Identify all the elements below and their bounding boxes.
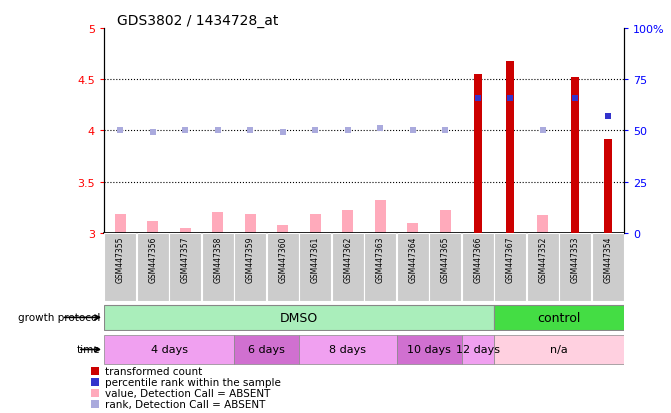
Text: n/a: n/a	[550, 344, 568, 355]
Text: DMSO: DMSO	[280, 311, 318, 324]
Bar	[267, 233, 299, 301]
Text: GSM447358: GSM447358	[213, 236, 222, 282]
Text: GSM447357: GSM447357	[180, 236, 190, 282]
Text: GDS3802 / 1434728_at: GDS3802 / 1434728_at	[117, 14, 278, 28]
Bar	[234, 335, 299, 364]
Text: 10 days: 10 days	[407, 344, 451, 355]
Text: GSM447366: GSM447366	[473, 236, 482, 282]
Bar	[592, 233, 624, 301]
Text: 6 days: 6 days	[248, 344, 285, 355]
Text: GSM447363: GSM447363	[376, 236, 384, 282]
Bar	[299, 233, 331, 301]
Bar	[104, 233, 136, 301]
Bar	[527, 233, 559, 301]
Bar	[277, 225, 289, 233]
Bar	[212, 213, 223, 233]
Bar	[571, 78, 579, 233]
Bar	[397, 233, 429, 301]
Text: 12 days: 12 days	[456, 344, 500, 355]
Text: 8 days: 8 days	[329, 344, 366, 355]
Bar	[169, 233, 201, 301]
Bar	[364, 233, 396, 301]
Text: growth protocol: growth protocol	[18, 313, 101, 323]
Bar	[342, 211, 354, 233]
Text: GSM447367: GSM447367	[506, 236, 515, 282]
Bar	[462, 335, 494, 364]
Bar	[115, 215, 126, 233]
Bar	[104, 335, 234, 364]
Bar	[309, 215, 321, 233]
Bar	[494, 335, 624, 364]
Text: GSM447364: GSM447364	[408, 236, 417, 282]
Bar	[147, 221, 158, 233]
Text: 4 days: 4 days	[150, 344, 187, 355]
Bar	[537, 216, 548, 233]
Text: percentile rank within the sample: percentile rank within the sample	[105, 377, 280, 387]
Bar	[244, 215, 256, 233]
Text: GSM447359: GSM447359	[246, 236, 255, 282]
Text: value, Detection Call = ABSENT: value, Detection Call = ABSENT	[105, 388, 270, 398]
Bar	[374, 201, 386, 233]
Bar	[180, 228, 191, 233]
Bar	[299, 335, 397, 364]
Bar	[495, 233, 526, 301]
Bar	[397, 335, 462, 364]
Bar	[407, 223, 419, 233]
Bar	[604, 139, 612, 233]
Text: GSM447362: GSM447362	[344, 236, 352, 282]
Text: transformed count: transformed count	[105, 366, 202, 376]
Text: GSM447353: GSM447353	[571, 236, 580, 282]
Bar	[494, 305, 624, 330]
Text: GSM447355: GSM447355	[116, 236, 125, 282]
Text: GSM447352: GSM447352	[538, 236, 548, 282]
Text: GSM447361: GSM447361	[311, 236, 320, 282]
Text: rank, Detection Call = ABSENT: rank, Detection Call = ABSENT	[105, 399, 265, 408]
Text: time: time	[77, 344, 101, 355]
Text: control: control	[537, 311, 580, 324]
Bar	[560, 233, 591, 301]
Bar	[462, 233, 494, 301]
Bar	[429, 233, 461, 301]
Bar	[202, 233, 234, 301]
Bar	[234, 233, 266, 301]
Bar	[104, 305, 494, 330]
Bar	[507, 62, 514, 233]
Text: GSM447360: GSM447360	[278, 236, 287, 282]
Text: GSM447354: GSM447354	[603, 236, 612, 282]
Bar	[440, 211, 451, 233]
Text: GSM447356: GSM447356	[148, 236, 157, 282]
Bar	[332, 233, 364, 301]
Bar	[474, 75, 482, 233]
Text: GSM447365: GSM447365	[441, 236, 450, 282]
Bar	[137, 233, 168, 301]
